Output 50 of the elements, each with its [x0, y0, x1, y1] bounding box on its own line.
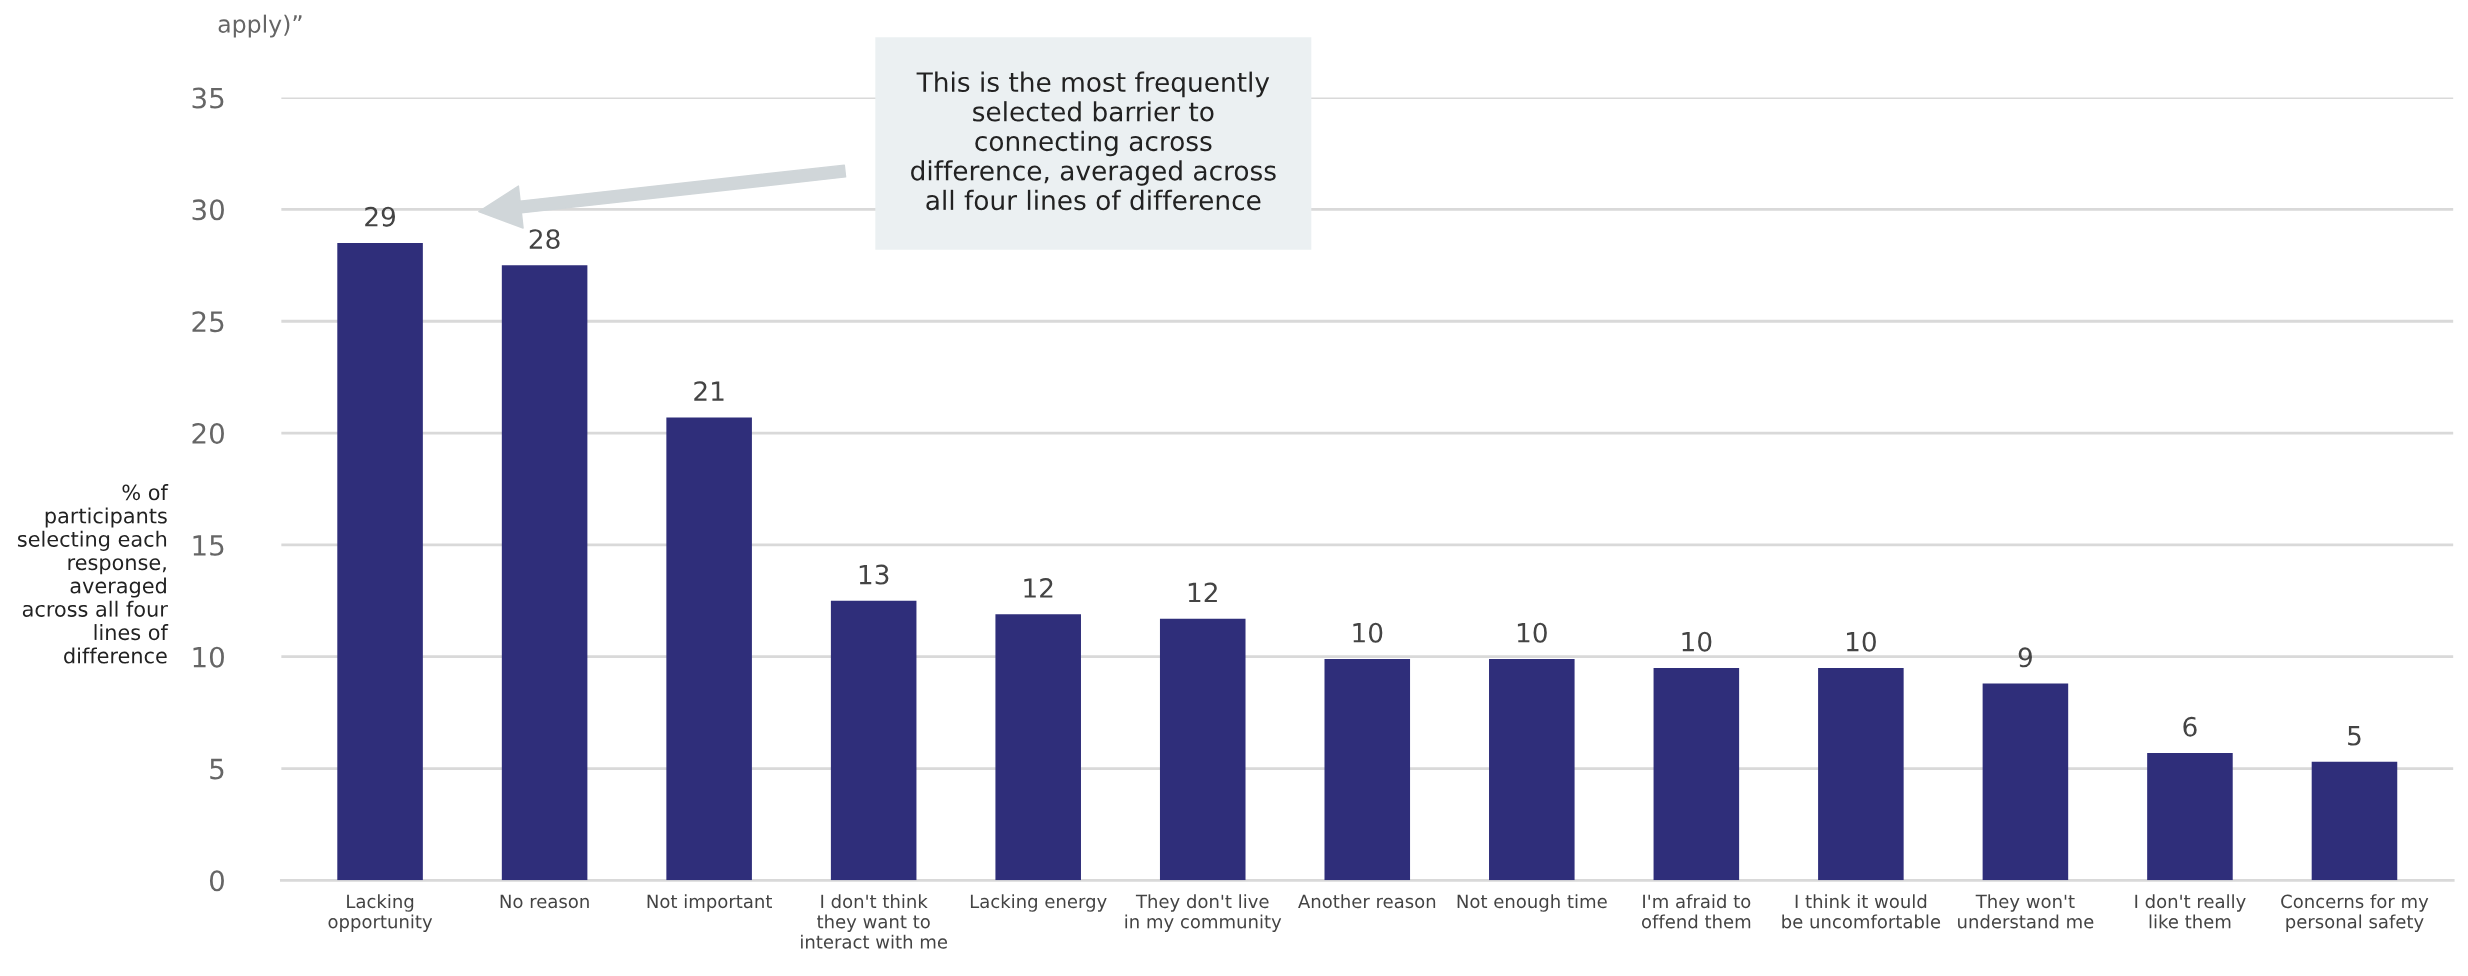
x-tick-label: I'm afraid to offend them	[1641, 894, 1751, 929]
x-tick-label: I think it would be uncomfortable	[1782, 894, 1941, 929]
data-label: 29	[365, 206, 396, 227]
data-label: 10	[1353, 622, 1383, 643]
bar	[1653, 667, 1740, 881]
data-label: 12	[1188, 582, 1217, 603]
y-tick-label: 25	[192, 311, 224, 333]
data-label: 12	[1024, 578, 1053, 598]
x-tick-label: They don't live in my community	[1125, 894, 1282, 932]
bar	[1324, 658, 1411, 881]
data-label: 10	[1846, 631, 1876, 652]
y-tick-label: 35	[192, 87, 224, 109]
x-tick-label: They won't understand me	[1958, 894, 2094, 929]
x-tick-label: Another reason	[1298, 894, 1436, 909]
data-label: 13	[859, 564, 889, 585]
bar	[666, 417, 752, 881]
x-tick-label: I don't really like them	[2135, 894, 2246, 929]
y-tick-label: 30	[192, 199, 224, 221]
y-tick-label: 20	[192, 423, 224, 445]
bar	[1818, 667, 1904, 881]
data-label: 5	[2348, 725, 2361, 746]
y-tick-label: 15	[193, 535, 224, 556]
bar	[830, 600, 917, 881]
bar	[1982, 683, 2069, 881]
data-label: 28	[529, 229, 560, 250]
bar	[2311, 761, 2398, 881]
bar	[1159, 618, 1246, 881]
y-axis-title: % of participants selecting each response, averaged across all four lines of difference	[17, 484, 169, 664]
data-label: 6	[2183, 716, 2197, 737]
x-tick-label: Concerns for my personal safety	[2281, 894, 2429, 932]
y-tick-label: 5	[210, 758, 224, 780]
data-label: 9	[2018, 647, 2032, 668]
x-tick-label: No reason	[500, 894, 589, 909]
x-tick-label: Lacking energy	[970, 894, 1107, 912]
bar	[2147, 752, 2233, 881]
x-tick-label: Not important	[647, 894, 772, 912]
data-label: 21	[694, 381, 724, 401]
bar	[337, 242, 423, 881]
bar	[995, 614, 1081, 881]
annotation: This is the most frequently selected barrier to connecting across difference, averaged across all four lines of difference	[911, 71, 1276, 211]
data-label: 10	[1517, 622, 1547, 643]
x-tick-label: Lacking opportunity	[328, 894, 433, 932]
x-tick-label: I don't think they want to interact with me	[801, 894, 948, 949]
data-label: 10	[1682, 631, 1712, 652]
x-tick-label: Not enough time	[1457, 894, 1607, 912]
y-tick-label: 10	[193, 646, 224, 668]
chart-title: apply)”	[218, 14, 302, 38]
bar	[501, 265, 588, 881]
bar	[1489, 658, 1575, 881]
y-tick-label: 0	[209, 870, 224, 892]
